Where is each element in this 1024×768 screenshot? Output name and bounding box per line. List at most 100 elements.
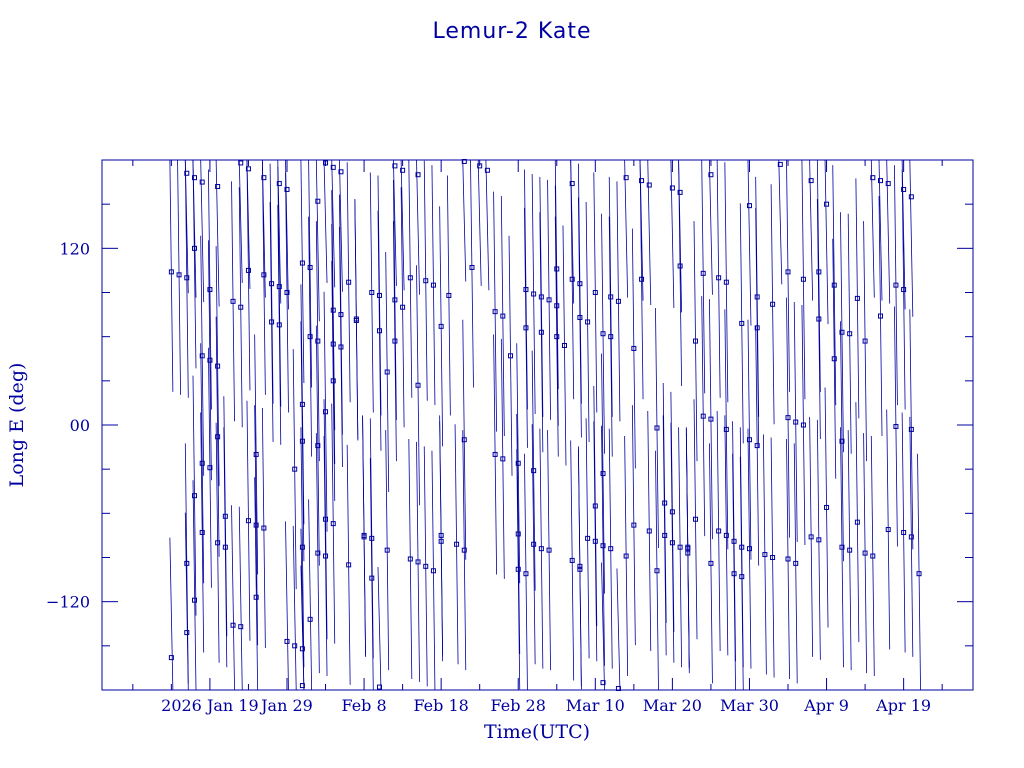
track-segment [339,194,343,435]
track-segment [393,179,397,420]
track-segment [909,159,914,317]
data-point [207,357,213,363]
track-segment [901,412,906,653]
data-point [577,566,583,572]
track-segment [778,159,783,285]
data-point [870,553,876,559]
track-segment [192,375,197,616]
data-point [315,550,321,556]
data-point [592,503,598,509]
data-point [585,535,591,541]
data-point [269,281,275,287]
y-tick-label: 120 [59,239,90,258]
data-point [292,466,298,472]
data-point [901,529,907,535]
track-segment [816,198,821,440]
data-point [215,184,221,189]
track-segment [647,159,652,306]
track-segment [678,159,682,387]
track-segment [339,159,343,292]
track-segment [524,169,528,410]
track-segment [331,260,336,501]
data-point [215,434,221,440]
data-point [662,500,668,506]
data-point [600,543,606,549]
track-segment [878,196,883,437]
data-point [454,541,460,547]
data-point [839,544,845,550]
track-segment [408,438,413,679]
track-segment [716,410,721,652]
track-segment [886,159,891,304]
data-point [800,276,806,282]
data-point [415,559,421,565]
track-segment [562,225,567,466]
data-point [184,170,190,176]
track-segment [801,159,806,400]
track-segment [539,212,544,453]
track-segment [577,163,582,404]
data-point [808,178,814,184]
data-point [230,298,236,304]
track-segment [261,408,266,649]
data-point [376,328,382,334]
track-segment [416,441,420,682]
data-point [307,264,313,270]
track-segment [493,191,498,432]
data-point [854,519,860,525]
y-tick-label: 00 [70,416,90,435]
data-point [908,426,914,432]
data-point [299,544,305,550]
track-segment [423,446,428,687]
track-segment [631,228,636,469]
data-point [461,547,467,553]
track-segment [269,163,274,404]
data-point [785,415,791,421]
data-point [191,493,197,499]
data-point [592,538,598,544]
data-point [554,266,560,272]
data-point [484,167,490,173]
data-point [346,562,352,568]
data-point [654,568,660,574]
data-point [446,292,452,298]
track-segment [308,499,313,691]
track-segment [292,349,297,590]
track-segment [755,325,760,566]
data-point [438,532,444,538]
data-point [330,307,336,313]
data-point [677,189,683,195]
data-point [500,313,506,319]
data-point [407,556,413,562]
data-point [669,509,675,515]
data-point [238,304,244,310]
chart-title: Lemur-2 Kate [432,19,591,44]
track-segment [624,436,629,677]
data-point [646,528,652,534]
data-point [808,534,814,540]
data-point [577,281,583,287]
track-segment [323,291,328,532]
track-segment [840,212,844,453]
track-segment [847,430,852,671]
track-segment [300,565,305,691]
data-point [839,329,845,335]
track-segment [624,159,629,298]
track-segment [485,159,490,291]
data-point [646,182,652,188]
track-segment [223,427,228,668]
data-point [299,260,305,266]
data-point [461,437,467,443]
data-point [307,616,313,622]
data-point [531,291,537,297]
data-point [415,172,421,178]
data-point [700,270,706,276]
track-segment [339,226,343,467]
track-segment [670,159,675,308]
track-segment [770,184,775,425]
data-point [862,338,868,344]
track-segment [362,415,366,656]
data-point [878,313,884,319]
track-segment [747,319,752,560]
track-segment [431,450,436,691]
